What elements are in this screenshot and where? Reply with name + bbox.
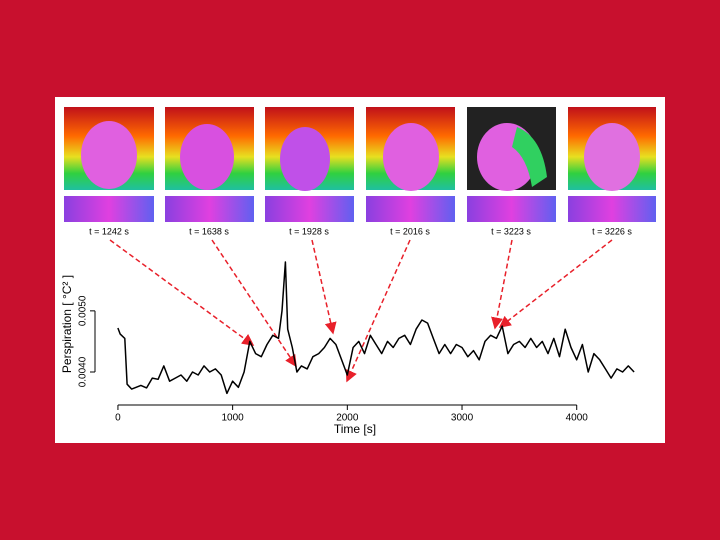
image-caption: t = 1242 s: [89, 226, 129, 236]
x-tick-label: 0: [115, 413, 121, 424]
y-axis-label: Perspiration [ °C² ]: [60, 275, 74, 373]
x-tick-label: 1000: [222, 413, 245, 424]
image-caption: t = 3223 s: [491, 226, 531, 236]
image-caption: t = 1928 s: [289, 226, 329, 236]
thermal-images: [64, 107, 656, 222]
x-tick-label: 4000: [566, 413, 589, 424]
x-tick-label: 2000: [336, 413, 359, 424]
image-caption: t = 2016 s: [390, 226, 430, 236]
arrows: [109, 239, 613, 383]
perspiration-line: [117, 261, 635, 395]
image-caption: t = 1638 s: [189, 226, 229, 236]
figure-panel: [55, 97, 665, 443]
image-caption: t = 3226 s: [592, 226, 632, 236]
x-tick-label: 3000: [451, 413, 474, 424]
y-tick-label: 0.0040: [78, 356, 89, 387]
y-tick-label: 0.0050: [78, 295, 89, 326]
x-axis-label: Time [s]: [334, 422, 376, 436]
